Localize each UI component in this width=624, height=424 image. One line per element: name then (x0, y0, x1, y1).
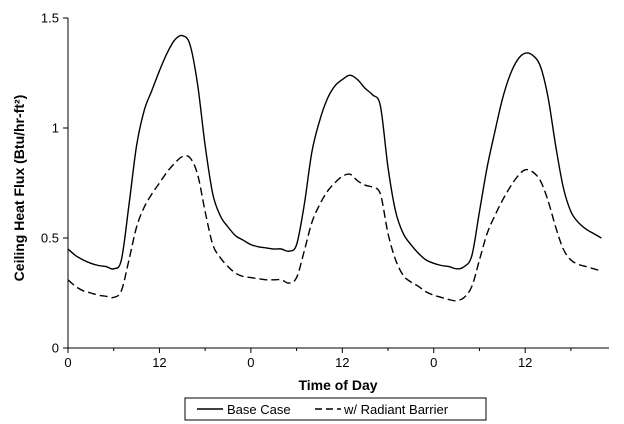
series-line-base-case (67, 34, 602, 270)
y-tick-label: 0 (52, 341, 59, 356)
legend: Base Case w/ Radiant Barrier (184, 397, 487, 421)
series-layer (67, 34, 602, 302)
y-tick-label: 1.5 (41, 11, 59, 26)
y-axis: 0 0.5 1 1.5 (41, 11, 69, 356)
legend-label-base-case: Base Case (227, 402, 291, 417)
x-tick-label: 0 (247, 355, 254, 370)
series-line-radiant-barrier (67, 155, 602, 302)
x-tick-label: 0 (430, 355, 437, 370)
y-tick-label: 1 (52, 121, 59, 136)
x-axis-title: Time of Day (298, 377, 377, 393)
x-tick-label: 12 (152, 355, 166, 370)
x-tick-label: 0 (64, 355, 71, 370)
legend-box (184, 397, 487, 421)
legend-label-radiant-barrier: w/ Radiant Barrier (343, 402, 449, 417)
x-axis: 0 12 0 12 0 12 (64, 347, 609, 370)
x-tick-label: 12 (335, 355, 349, 370)
y-tick-label: 0.5 (41, 231, 59, 246)
x-tick-label: 12 (518, 355, 532, 370)
y-axis-title: Ceiling Heat Flux (Btu/hr-ft²) (11, 95, 27, 282)
